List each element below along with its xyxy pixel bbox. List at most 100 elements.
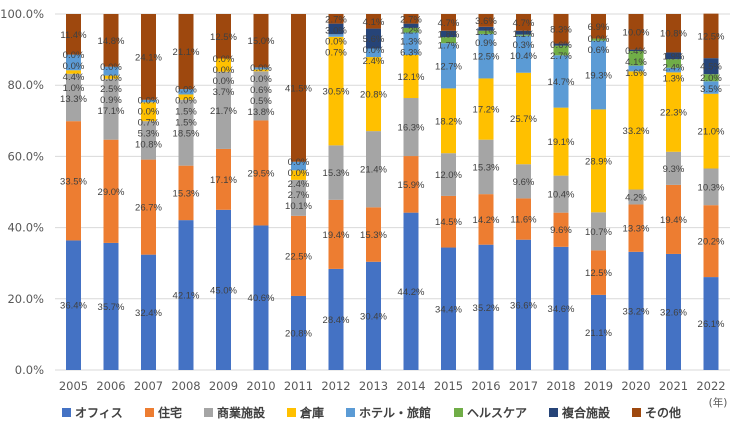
data-label: 0.0% (138, 95, 160, 106)
data-label: 0.0% (213, 54, 235, 65)
bar-segment (141, 99, 156, 103)
data-label: 28.4% (323, 315, 350, 326)
legend-item: その他 (632, 405, 681, 420)
bar-segment (516, 30, 531, 35)
bar-segment (516, 198, 531, 240)
bar-segment (178, 220, 194, 370)
data-label: 21.1% (585, 328, 612, 339)
bar-segment (478, 14, 494, 27)
data-label: 14.2% (473, 215, 500, 226)
data-label: 15.3% (473, 162, 500, 173)
legend-item: ヘルスケア (454, 406, 527, 420)
bar-segment (66, 70, 81, 74)
data-label: 10.3% (698, 182, 725, 193)
data-label: 18.2% (435, 116, 462, 127)
bar-group-2009: 45.0%17.1%21.7%3.7%0.0%0.0%0.0%12.5% (210, 14, 238, 370)
data-label: 0.4% (625, 46, 647, 57)
data-label: 11.6% (510, 215, 537, 226)
data-label: 6.9% (588, 22, 610, 33)
data-label: 36.4% (60, 301, 87, 312)
bar-group-2015: 34.4% 14.5% 12.0% 18.2% 12.7% 1.7%1.8%4.7% (435, 14, 463, 370)
data-label: 4.1% (625, 57, 647, 68)
bar-segment (553, 107, 569, 176)
x-unit-label: (年) (709, 396, 728, 409)
x-tick-label: 2013 (359, 379, 388, 393)
data-label: 13.3% (60, 94, 87, 105)
legend-swatch (632, 408, 641, 417)
bars: 36.4%33.5%13.3%1.0%4.4%0.0%0.0%11.4%35.7… (60, 13, 725, 370)
legend-swatch (454, 408, 463, 417)
data-label: 0.9% (475, 38, 497, 49)
bar-segment (366, 131, 381, 208)
legend-item: 住宅 (145, 405, 182, 420)
x-tick-label: 2014 (396, 379, 425, 393)
legend-label: その他 (645, 405, 681, 420)
data-label: 26.7% (135, 203, 162, 214)
bar-group-2022: 26.1% 20.2% 10.3% 21.0% 3.5%2.0%4.5% 12.5% (698, 13, 725, 370)
bar-segment (703, 205, 719, 278)
data-label: 10.8% (660, 29, 687, 40)
bar-segment (628, 251, 644, 370)
legend-label: 商業施設 (217, 405, 266, 420)
bar-segment (216, 148, 231, 210)
bar-segment (666, 67, 681, 73)
bar-segment (178, 165, 194, 221)
bar-segment (403, 212, 419, 370)
bar-segment (628, 71, 644, 190)
data-label: 14.8% (98, 36, 125, 47)
data-label: 14.5% (435, 217, 462, 228)
data-label: 42.1% (173, 291, 200, 302)
gridlines (55, 13, 730, 371)
data-label: 0.0% (63, 50, 85, 61)
data-label: 15.9% (398, 180, 425, 191)
bar-segment (553, 45, 569, 56)
x-tick-label: 2010 (246, 379, 275, 393)
data-label: 20.2% (698, 237, 725, 248)
bar-group-2017: 36.6% 11.6% 9.6% 25.7% 10.4%0.3%1.1%4.7% (510, 14, 538, 370)
data-label: 0.0% (250, 63, 272, 74)
data-label: 10.7% (585, 227, 612, 238)
bar-segment (666, 253, 681, 370)
data-label: 9.6% (513, 177, 535, 188)
data-label: 0.0% (175, 96, 197, 107)
legend-item: オフィス (62, 406, 123, 420)
bar-segment (66, 14, 81, 55)
bar-segment (216, 14, 231, 59)
bar-segment (441, 247, 456, 370)
bar-segment (628, 51, 644, 66)
data-label: 5.3% (138, 128, 160, 139)
bar-group-2018: 34.6% 9.6% 10.4% 19.1% 14.7% 2.7%0.6% 8.3% (548, 14, 575, 370)
bar-segment (178, 14, 194, 90)
bar-segment (403, 54, 419, 99)
data-label: 13.8% (248, 107, 275, 118)
data-label: 33.2% (623, 126, 650, 137)
bar-segment (328, 268, 344, 370)
data-label: 12.0% (435, 170, 462, 181)
data-label: 29.0% (98, 187, 125, 198)
bar-segment (253, 14, 269, 68)
legend-label: オフィス (75, 406, 123, 420)
data-label: 2.7% (400, 14, 422, 25)
data-label: 1.7% (438, 40, 460, 51)
data-label: 12.7% (435, 61, 462, 72)
data-label: 3.7% (213, 87, 235, 98)
bar-segment (516, 72, 531, 165)
bar-segment (328, 199, 344, 269)
bar-segment (553, 55, 569, 108)
data-label: 14.7% (548, 77, 575, 88)
bar-group-2020: 33.2% 13.3% 4.2% 33.2% 1.6%4.1%0.4% 10.0% (623, 14, 650, 370)
data-label: 10.4% (548, 190, 575, 201)
data-label: 33.2% (623, 306, 650, 317)
bar-segment (253, 67, 269, 70)
bar-segment (366, 14, 381, 29)
data-label: 9.3% (663, 164, 685, 175)
x-tick-label: 2007 (134, 379, 163, 393)
data-label: 19.4% (323, 230, 350, 241)
bar-segment (516, 239, 531, 370)
bar-segment (178, 89, 194, 95)
bar-group-2013: 30.4% 15.3% 21.4% 20.8% 2.4%0.0%5.6% 4.1% (360, 14, 388, 370)
data-label: 1.3% (400, 36, 422, 47)
data-label: 34.4% (435, 304, 462, 315)
bar-segment (553, 246, 569, 370)
data-label: 15.3% (360, 230, 387, 241)
